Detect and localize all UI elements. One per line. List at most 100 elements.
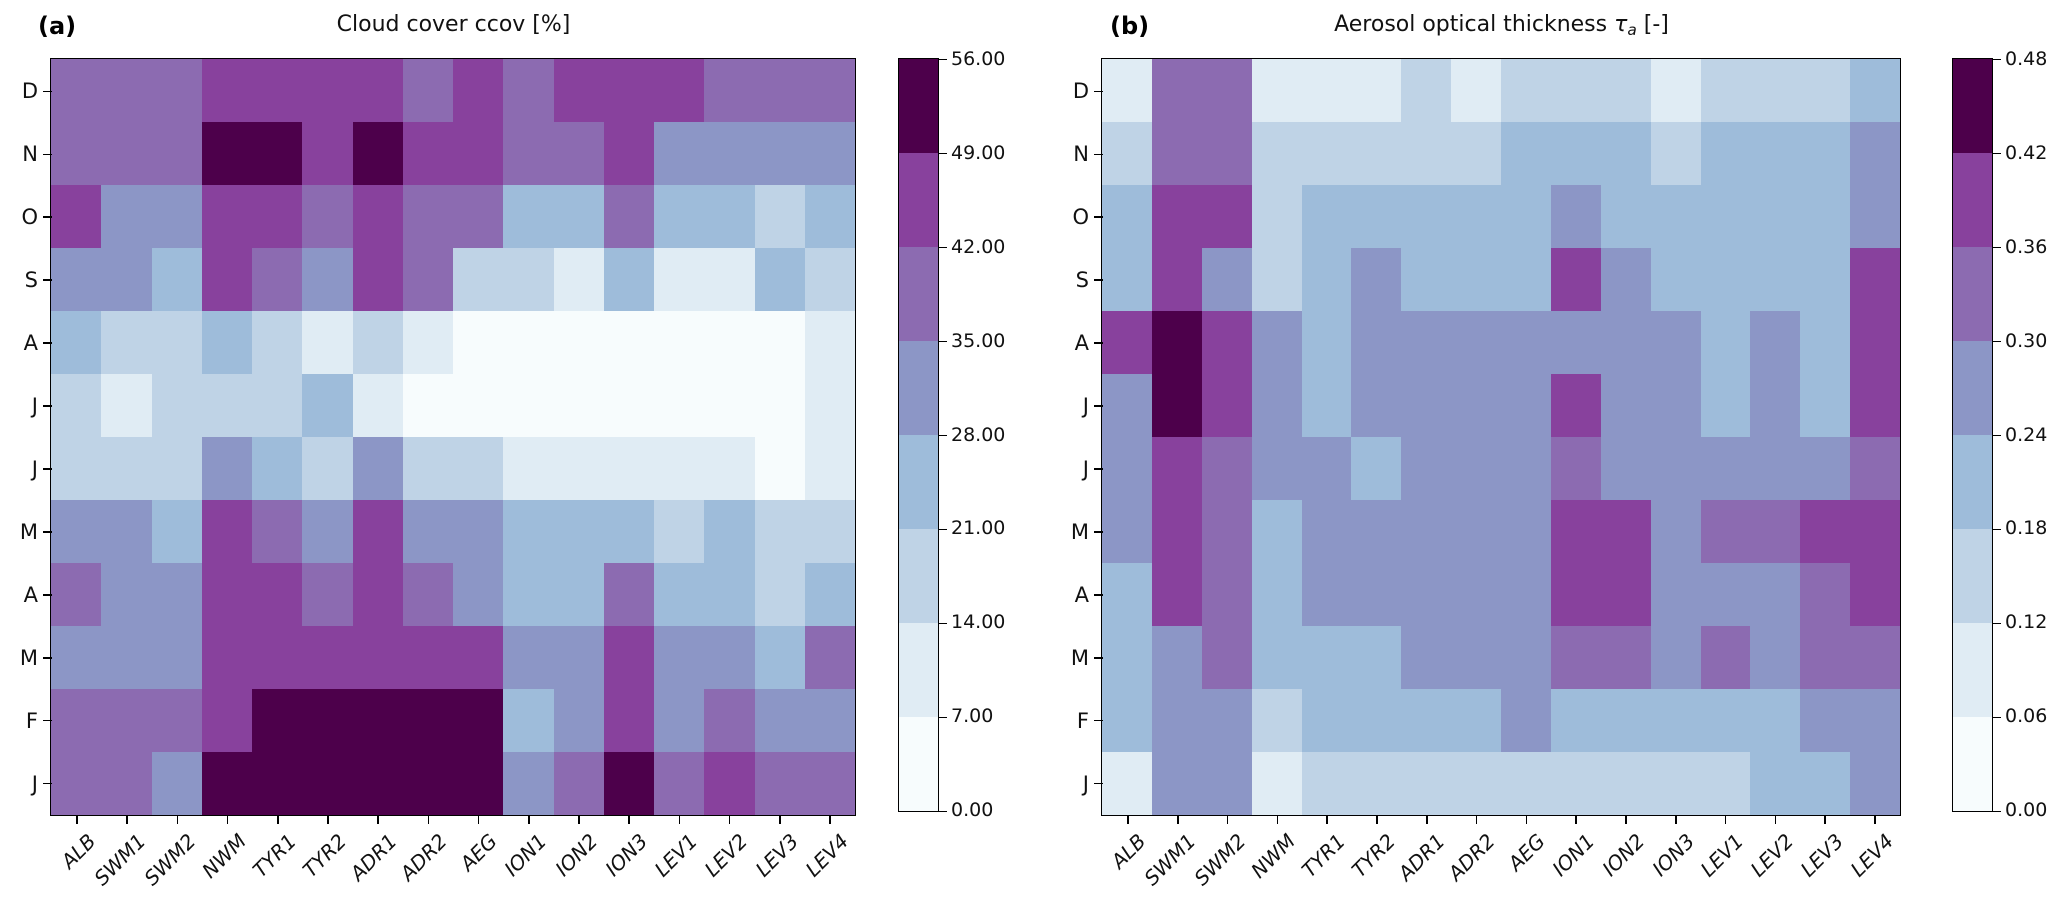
heatmap-cell bbox=[151, 752, 202, 815]
heatmap-cell bbox=[302, 59, 353, 122]
heatmap-a bbox=[50, 58, 856, 816]
heatmap-cell bbox=[804, 122, 855, 185]
heatmap-cell bbox=[704, 122, 755, 185]
x-tick bbox=[1127, 815, 1129, 824]
y-tick-label: A bbox=[23, 331, 38, 356]
heatmap-cell bbox=[201, 374, 252, 437]
heatmap-cell bbox=[804, 689, 855, 752]
y-tick bbox=[1094, 782, 1103, 785]
heatmap-cell bbox=[503, 500, 554, 563]
heatmap-cell bbox=[704, 563, 755, 626]
heatmap-cell bbox=[101, 248, 152, 311]
heatmap-cell bbox=[1850, 437, 1900, 500]
x-tick-label: LEV4 bbox=[800, 829, 853, 882]
colorbar-segment bbox=[899, 153, 938, 247]
heatmap-cell bbox=[402, 689, 453, 752]
heatmap-cell bbox=[101, 437, 152, 500]
y-tick bbox=[43, 342, 52, 344]
colorbar-tick-label: 0.30 bbox=[2005, 329, 2048, 352]
heatmap-cell bbox=[1351, 248, 1402, 311]
heatmap-cell bbox=[1650, 185, 1701, 248]
heatmap-cell bbox=[1650, 500, 1701, 563]
heatmap-cell bbox=[402, 185, 453, 248]
heatmap-cell bbox=[1700, 689, 1751, 752]
heatmap-cell bbox=[553, 374, 604, 437]
x-tick-label: ION1 bbox=[499, 829, 552, 881]
heatmap-cell bbox=[252, 185, 303, 248]
heatmap-cell bbox=[1301, 563, 1352, 626]
heatmap-cell bbox=[201, 563, 252, 626]
tau-subscript: a bbox=[1627, 21, 1637, 39]
heatmap-cell bbox=[1251, 626, 1302, 689]
heatmap-cell bbox=[453, 185, 504, 248]
x-tick bbox=[377, 815, 379, 824]
heatmap-cell bbox=[1750, 752, 1801, 815]
y-tick bbox=[1094, 342, 1103, 344]
heatmap-cell bbox=[654, 752, 705, 815]
heatmap-cell bbox=[1151, 59, 1202, 122]
heatmap-cell bbox=[1550, 374, 1601, 437]
x-tick-label: ION3 bbox=[600, 829, 653, 881]
colorbar-tick bbox=[938, 528, 947, 531]
heatmap-cell bbox=[101, 626, 152, 689]
x-tick-label: LEV1 bbox=[649, 829, 703, 882]
colorbar-segment bbox=[899, 247, 938, 341]
heatmap-cell bbox=[1600, 248, 1651, 311]
heatmap-cell bbox=[1800, 248, 1851, 311]
colorbar-tick bbox=[1992, 58, 2001, 61]
heatmap-cell bbox=[201, 59, 252, 122]
y-tick-label: S bbox=[1075, 268, 1089, 293]
heatmap-cell bbox=[1700, 437, 1751, 500]
y-tick-label: M bbox=[1070, 645, 1089, 670]
heatmap-cell bbox=[1201, 752, 1252, 815]
heatmap-cell bbox=[704, 689, 755, 752]
heatmap-cell bbox=[603, 626, 654, 689]
heatmap-cell bbox=[1102, 626, 1152, 689]
heatmap-cell bbox=[603, 563, 654, 626]
x-tick bbox=[226, 815, 229, 824]
y-tick-label: M bbox=[1070, 519, 1089, 544]
heatmap-cell bbox=[1550, 59, 1601, 122]
heatmap-cell bbox=[1251, 500, 1302, 563]
heatmap-cell bbox=[1800, 563, 1851, 626]
heatmap-cell bbox=[503, 626, 554, 689]
colorbar-tick bbox=[938, 810, 947, 813]
x-tick-label: ADR2 bbox=[395, 829, 452, 886]
heatmap-cell bbox=[1800, 185, 1851, 248]
heatmap-cell bbox=[1201, 122, 1252, 185]
heatmap-cell bbox=[1501, 59, 1551, 122]
heatmap-cell bbox=[101, 185, 152, 248]
heatmap-cell bbox=[252, 248, 303, 311]
panel-b-title-suffix: [-] bbox=[1636, 12, 1669, 37]
colorbar-tick bbox=[1992, 434, 2001, 437]
heatmap-cell bbox=[754, 626, 805, 689]
colorbar-tick-label: 0.06 bbox=[2005, 705, 2048, 728]
heatmap-cell bbox=[603, 59, 654, 122]
heatmap-cell bbox=[1600, 500, 1651, 563]
y-tick bbox=[1094, 279, 1103, 281]
colorbar-tick bbox=[1992, 340, 2001, 343]
heatmap-cell bbox=[1800, 374, 1851, 437]
x-tick bbox=[1824, 815, 1827, 824]
colorbar-tick bbox=[938, 58, 947, 61]
heatmap-cell bbox=[101, 311, 152, 374]
y-tick-label: M bbox=[19, 645, 38, 670]
y-tick-label: F bbox=[25, 708, 38, 733]
heatmap-cell bbox=[1151, 374, 1202, 437]
heatmap-cell bbox=[51, 437, 102, 500]
heatmap-cell bbox=[503, 689, 554, 752]
heatmap-cell bbox=[1351, 563, 1402, 626]
colorbar-tick bbox=[1992, 622, 2001, 625]
x-tick-label: SWM1 bbox=[1139, 829, 1201, 891]
y-tick bbox=[1094, 656, 1103, 659]
x-tick bbox=[1625, 815, 1627, 824]
heatmap-cell bbox=[1700, 563, 1751, 626]
heatmap-cell bbox=[201, 626, 252, 689]
heatmap-cell bbox=[1151, 500, 1202, 563]
heatmap-cell bbox=[804, 626, 855, 689]
y-tick-label: N bbox=[1073, 142, 1089, 167]
heatmap-cell bbox=[804, 500, 855, 563]
heatmap-cell bbox=[1600, 626, 1651, 689]
heatmap-cell bbox=[1750, 500, 1801, 563]
x-tick-label: LEV3 bbox=[1795, 829, 1849, 882]
